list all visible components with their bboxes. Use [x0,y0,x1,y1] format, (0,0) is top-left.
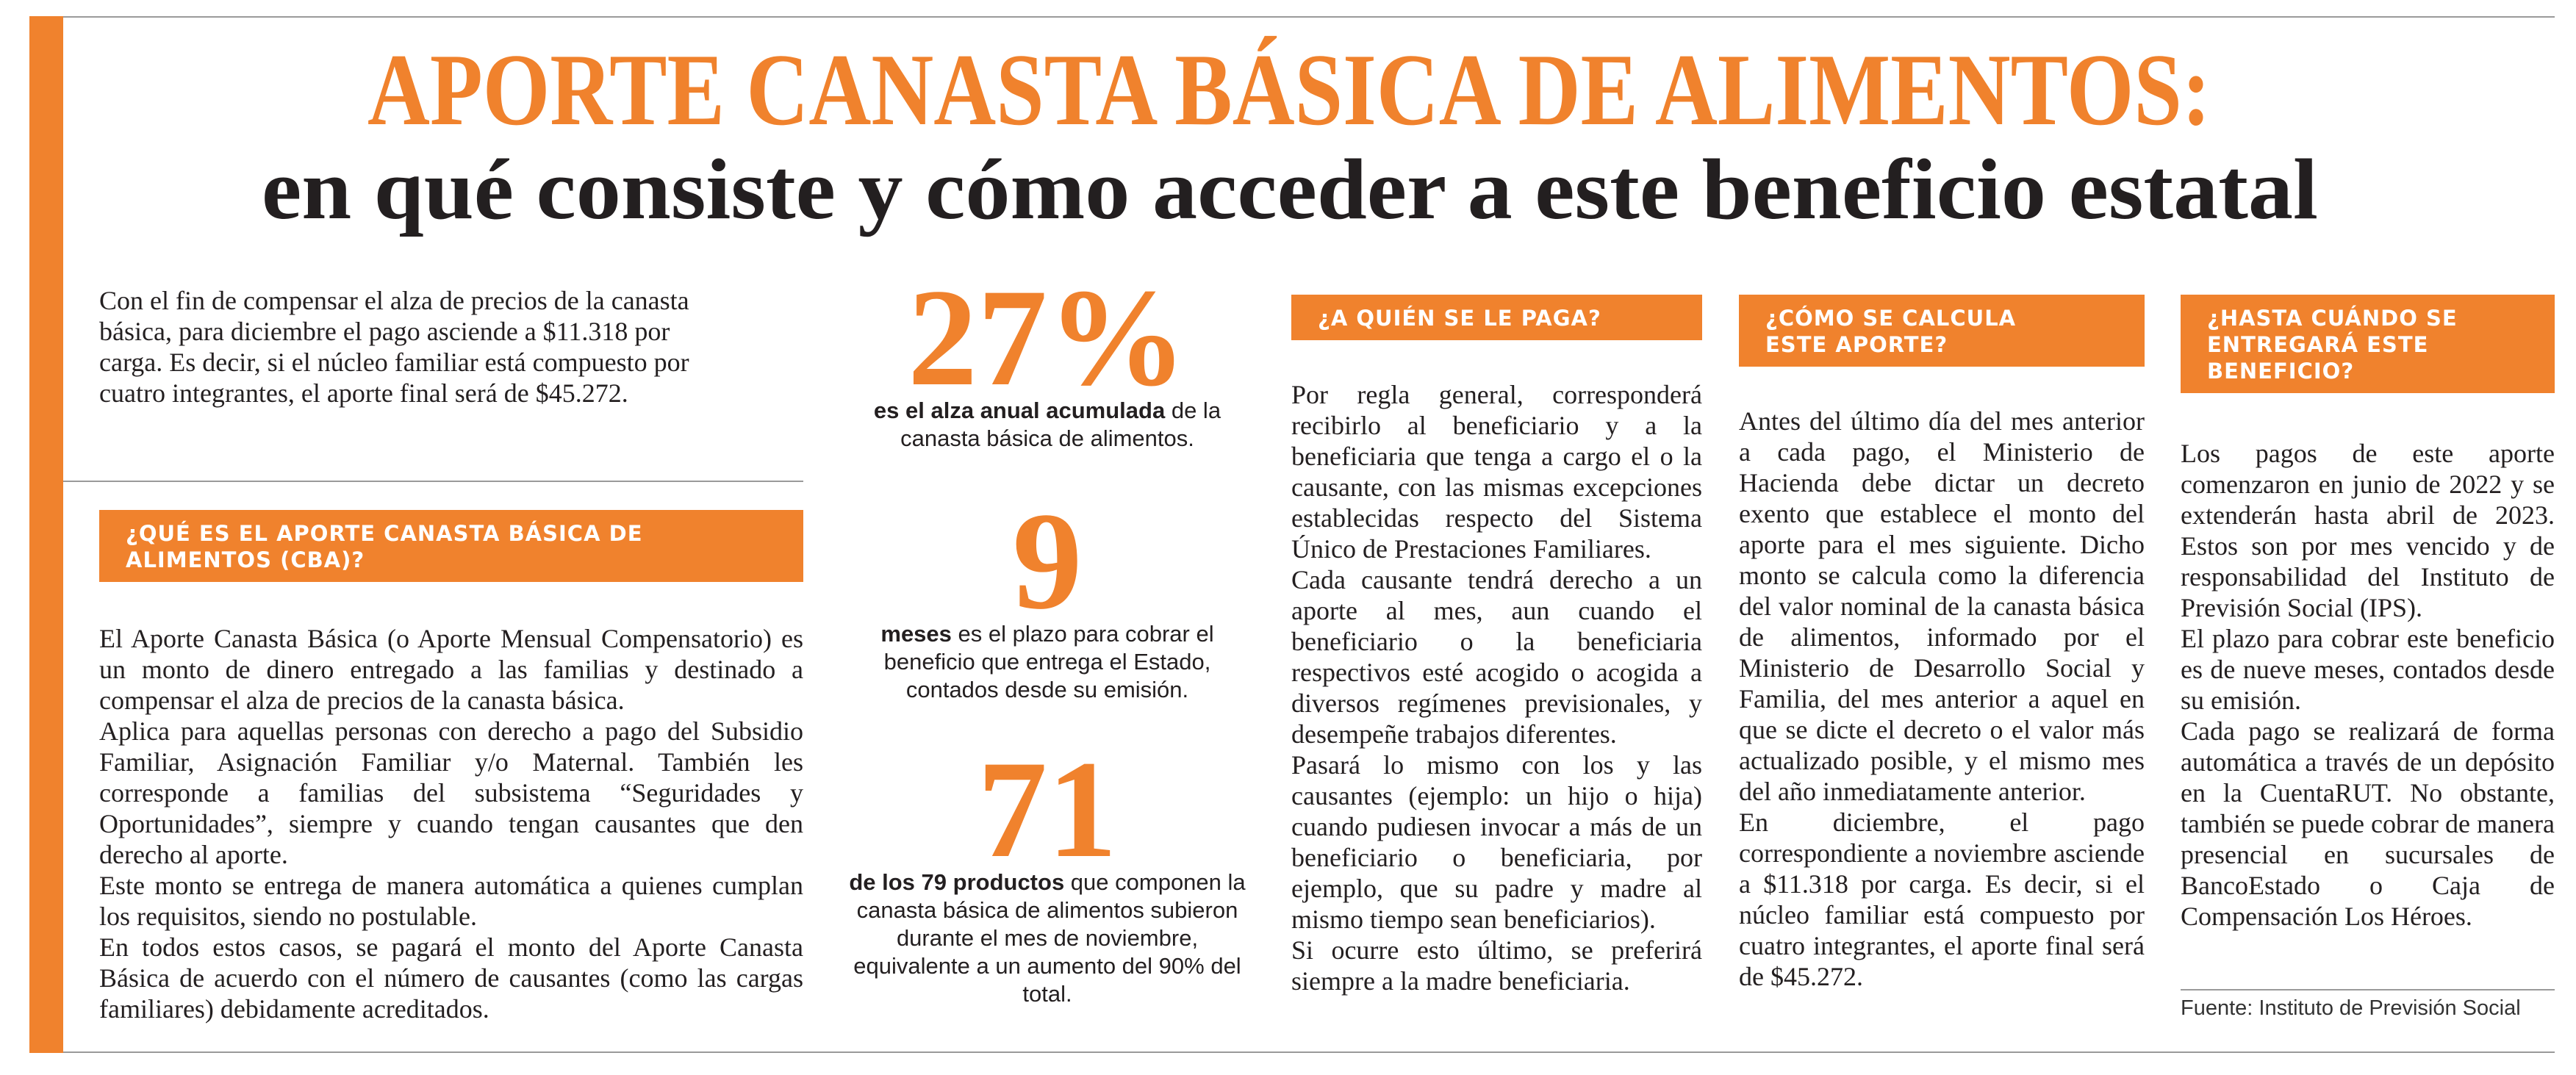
stat-bold: de los 79 productos [849,869,1065,895]
section-heading: ¿CÓMO SE CALCULA ESTE APORTE? [1739,295,2145,367]
paragraph: Si ocurre esto último, se preferirá siem… [1291,935,1702,996]
paragraph: En diciembre, el pago correspondiente a … [1739,808,2145,991]
section-heading: ¿QUÉ ES EL APORTE CANASTA BÁSICA DE ALIM… [99,510,803,582]
stat-number: 27% [908,261,1187,415]
paragraph: En todos estos casos, se pagará el monto… [99,932,803,1024]
paragraph: El plazo para cobrar este beneficio es d… [2181,624,2555,715]
section-heading: ¿HASTA CUÁNDO SE ENTREGARÁ ESTE BENEFICI… [2181,295,2555,393]
divider [63,481,803,482]
section-body: Por regla general, corresponderá recibir… [1291,379,1702,996]
stat-text: de los 79 productos que componen la cana… [845,869,1249,1008]
section-body: El Aporte Canasta Básica (o Aporte Mensu… [99,623,803,1024]
section-heading: ¿A QUIÉN SE LE PAGA? [1291,295,1702,340]
paragraph: Pasará lo mismo con los y las causantes … [1291,750,1702,934]
stat-rest: que componen la canasta básica de alimen… [853,869,1246,1007]
paragraph: El Aporte Canasta Básica (o Aporte Mensu… [99,624,803,715]
stat-number: 71 [977,733,1117,887]
stat-number: 9 [1012,484,1083,639]
paragraph: Por regla general, corresponderá recibir… [1291,380,1702,564]
stat-bold: es el alza anual acumulada [873,398,1166,423]
section-body: Los pagos de este aporte comenzaron en j… [2181,438,2555,932]
stat: 71 de los 79 productos que componen la c… [845,733,1249,1008]
paragraph: Cada pago se realizará de forma automáti… [2181,716,2555,931]
stat-bold: meses [880,621,952,647]
top-rule [63,16,2555,18]
paragraph: Los pagos de este aporte comenzaron en j… [2181,439,2555,622]
section-body: Antes del último día del mes anterior a … [1739,406,2145,992]
source-rule [2181,989,2555,990]
paragraph: Cada causante tendrá derecho a un aporte… [1291,565,1702,749]
paragraph: Este monto se entrega de manera automáti… [99,871,803,931]
stat-text: meses es el plazo para cobrar el benefic… [845,620,1249,704]
bottom-rule [63,1051,2555,1053]
stat-text: es el alza anual acumulada de la canasta… [845,397,1249,453]
paragraph: Antes del último día del mes anterior a … [1739,406,2145,806]
source: Fuente: Instituto de Previsión Social [2181,996,2521,1020]
header: APORTE CANASTA BÁSICA DE ALIMENTOS: en q… [262,33,2318,237]
stat-rest: de la canasta básica de alimentos. [900,398,1221,451]
intro: Con el fin de compensar el alza de preci… [99,286,689,408]
stat-rest: es el plazo para cobrar el beneficio que… [883,621,1214,702]
title: APORTE CANASTA BÁSICA DE ALIMENTOS: [367,33,2211,147]
stat: 9 meses es el plazo para cobrar el benef… [845,484,1249,704]
stat: 27% es el alza anual acumulada de la can… [845,261,1249,453]
subtitle: en qué consiste y cómo acceder a este be… [262,141,2318,237]
accent-bar [29,16,63,1053]
paragraph: Aplica para aquellas personas con derech… [99,716,803,869]
